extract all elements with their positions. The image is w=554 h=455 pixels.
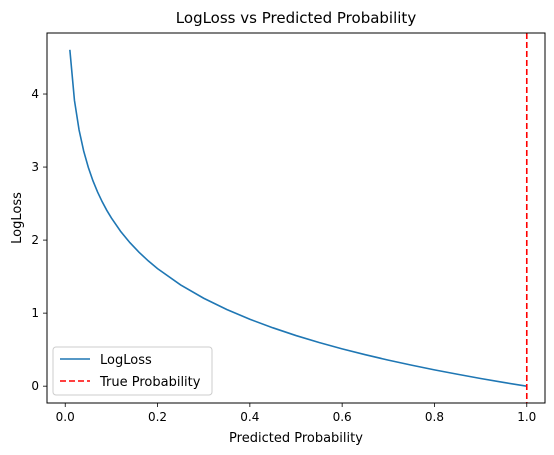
y-tick-label: 2: [31, 233, 39, 247]
y-axis-label: LogLoss: [10, 192, 25, 244]
series-line-logloss: [69, 49, 527, 387]
y-tick-label: 4: [31, 87, 39, 101]
x-tick-label: 0.8: [425, 410, 444, 424]
x-axis-label: Predicted Probability: [229, 431, 363, 446]
y-tick-label: 0: [31, 379, 39, 393]
plot-area: [69, 33, 528, 403]
y-tick-label: 3: [31, 160, 39, 174]
legend: LogLoss True Probability: [52, 346, 213, 396]
legend-label-true-probability: True Probability: [99, 375, 201, 390]
x-tick-label: 0.0: [56, 410, 75, 424]
x-tick-label: 0.4: [240, 410, 259, 424]
x-tick-label: 0.6: [333, 410, 352, 424]
x-axis-ticks: 0.0 0.2 0.4 0.6 0.8 1.0: [56, 403, 536, 424]
x-tick-label: 1.0: [517, 410, 536, 424]
y-axis-ticks: 0 1 2 3 4: [31, 87, 47, 393]
chart-title: LogLoss vs Predicted Probability: [176, 9, 417, 27]
legend-box: [52, 346, 213, 396]
x-tick-label: 0.2: [148, 410, 167, 424]
legend-label-logloss: LogLoss: [100, 353, 152, 368]
axes-frame: [46, 32, 546, 404]
y-tick-label: 1: [31, 306, 39, 320]
